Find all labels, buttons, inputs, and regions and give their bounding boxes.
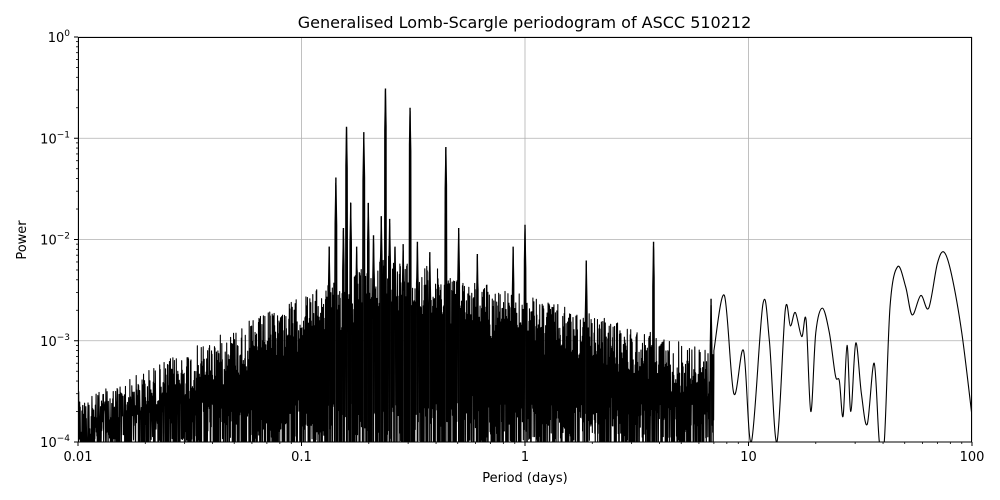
periodogram-line	[78, 89, 972, 442]
x-tick-label: 1	[521, 450, 529, 465]
plot-area	[78, 88, 972, 442]
y-tick-label: 10−1	[40, 130, 70, 147]
y-axis-label: Power	[15, 220, 30, 260]
y-tick-label: 10−3	[40, 333, 70, 350]
x-tick-label: 0.01	[64, 450, 93, 465]
x-tick-label: 100	[960, 450, 985, 465]
x-tick-label: 10	[740, 450, 757, 465]
series-layer	[78, 88, 972, 442]
x-tick-label: 0.1	[291, 450, 312, 465]
y-tick-label: 10−4	[40, 434, 70, 451]
ticks: 0.01 0.1 1 10 100 10−4 10−3 10−2 10−1 100	[40, 29, 984, 465]
chart-title: Generalised Lomb-Scargle periodogram of …	[298, 13, 752, 32]
x-axis-label: Period (days)	[482, 471, 568, 486]
y-tick-label: 10−2	[40, 232, 70, 249]
y-tick-label: 100	[48, 29, 71, 46]
